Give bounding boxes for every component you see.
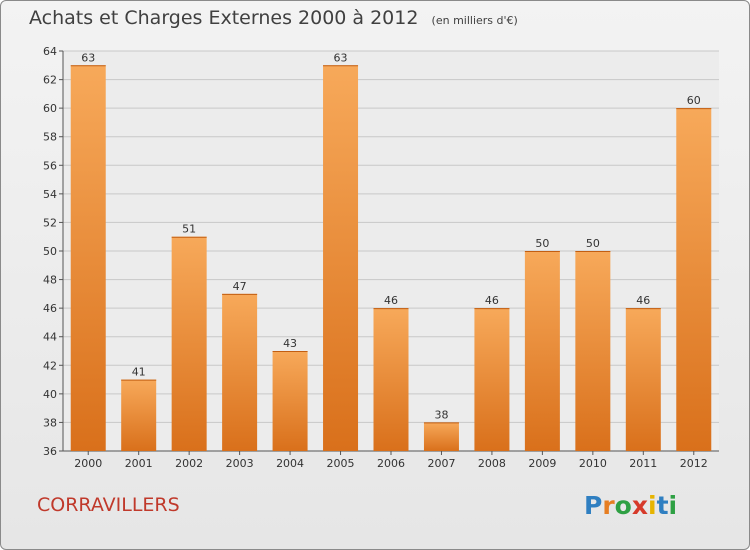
- y-tick-label: 46: [43, 302, 57, 315]
- bar-2004: [272, 351, 308, 451]
- value-label-2004: 43: [283, 337, 297, 350]
- x-tick-label-2011: 2011: [629, 457, 657, 470]
- x-tick-label-2010: 2010: [579, 457, 607, 470]
- value-label-2002: 51: [182, 223, 196, 236]
- y-tick-label: 38: [43, 416, 57, 429]
- value-label-2007: 38: [434, 408, 448, 421]
- value-label-2006: 46: [384, 294, 398, 307]
- y-tick-label: 52: [43, 216, 57, 229]
- logo-letter: i: [648, 491, 657, 520]
- bar-2011: [625, 308, 661, 451]
- y-tick-label: 50: [43, 245, 57, 258]
- y-tick-label: 48: [43, 274, 57, 287]
- bar-2006: [373, 308, 409, 451]
- x-tick-label-2000: 2000: [74, 457, 102, 470]
- logo-letter: r: [602, 491, 615, 520]
- y-tick-label: 36: [43, 445, 57, 458]
- x-tick-label-2008: 2008: [478, 457, 506, 470]
- y-tick-label: 62: [43, 74, 57, 87]
- value-label-2012: 60: [687, 94, 701, 107]
- x-tick-label-2001: 2001: [125, 457, 153, 470]
- x-tick-label-2007: 2007: [427, 457, 455, 470]
- bar-2002: [171, 236, 207, 451]
- labels: 63 2000 41 2001 51 2002 47 2003 43 2004 63 2005 46 20…: [74, 51, 708, 470]
- x-tick-label-2005: 2005: [327, 457, 355, 470]
- x-tick-label-2006: 2006: [377, 457, 405, 470]
- logo-letter: i: [668, 491, 678, 520]
- value-label-2009: 50: [535, 237, 549, 250]
- bar-2003: [222, 293, 258, 451]
- bar-2001: [121, 379, 157, 451]
- proxiti-logo: Proxiti: [584, 491, 677, 520]
- value-label-2005: 63: [334, 51, 348, 64]
- bar-2008: [474, 308, 510, 451]
- x-tick-label-2003: 2003: [226, 457, 254, 470]
- commune-name: CORRAVILLERS: [37, 494, 180, 516]
- value-label-2000: 63: [81, 51, 95, 64]
- bar-2007: [423, 422, 459, 451]
- y-tick-label: 44: [43, 331, 57, 344]
- logo-letter: x: [631, 491, 648, 520]
- x-tick-label-2012: 2012: [680, 457, 708, 470]
- y-tick-label: 54: [43, 188, 57, 201]
- bars: [70, 65, 712, 452]
- bar-2012: [676, 108, 712, 452]
- value-label-2001: 41: [132, 366, 146, 379]
- logo-letter: t: [656, 491, 669, 520]
- x-tick-label-2002: 2002: [175, 457, 203, 470]
- bar-2010: [575, 251, 611, 451]
- y-tick-label: 56: [43, 159, 57, 172]
- y-tick-label: 58: [43, 131, 57, 144]
- y-tick-label: 42: [43, 359, 57, 372]
- y-tick-label: 60: [43, 102, 57, 115]
- logo-letter: P: [584, 491, 603, 520]
- title-main: Achats et Charges Externes 2000 à 2012: [29, 7, 419, 29]
- value-label-2010: 50: [586, 237, 600, 250]
- bar-2005: [323, 65, 359, 452]
- logo-letter: o: [614, 491, 632, 520]
- x-tick-label-2004: 2004: [276, 457, 304, 470]
- value-label-2003: 47: [233, 280, 247, 293]
- x-tick-label-2009: 2009: [528, 457, 556, 470]
- y-tick-label: 64: [43, 45, 57, 58]
- bar-2009: [524, 251, 560, 451]
- chart-title: Achats et Charges Externes 2000 à 2012 (…: [29, 7, 518, 29]
- bar-2000: [70, 65, 106, 452]
- value-label-2008: 46: [485, 294, 499, 307]
- value-label-2011: 46: [636, 294, 650, 307]
- y-tick-label: 40: [43, 388, 57, 401]
- title-unit: (en milliers d'€): [431, 14, 518, 27]
